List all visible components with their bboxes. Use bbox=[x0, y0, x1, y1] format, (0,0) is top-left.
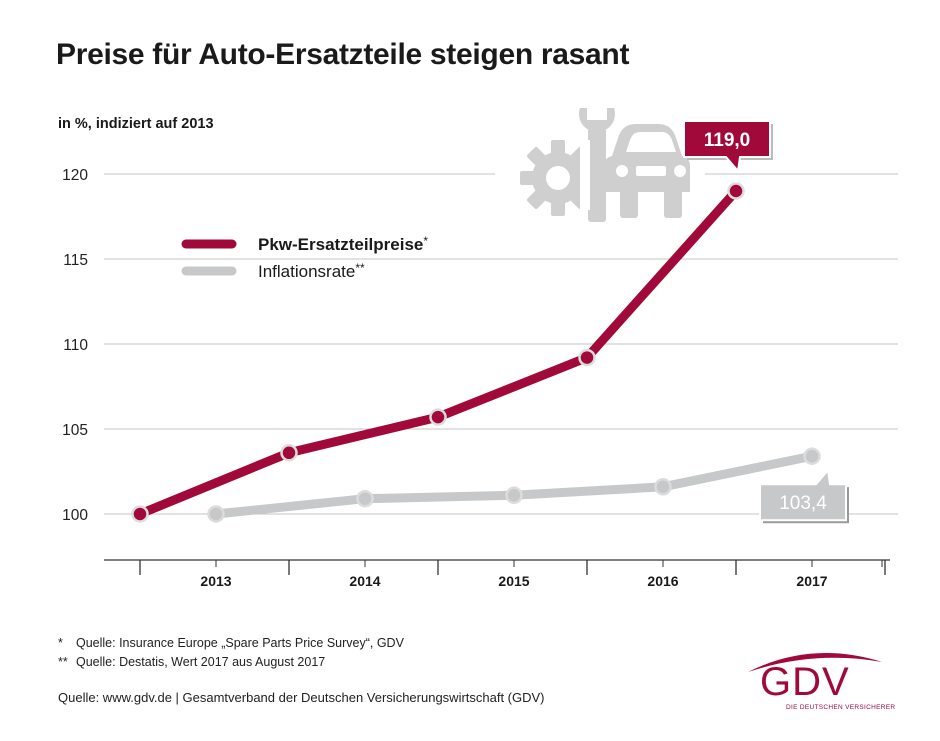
data-point bbox=[207, 505, 225, 523]
series-lines bbox=[131, 182, 821, 523]
footnote-2-marker: ** bbox=[58, 655, 68, 669]
footnote-1-marker: * bbox=[58, 636, 63, 650]
footnote-2-text: Quelle: Destatis, Wert 2017 aus August 2… bbox=[76, 655, 326, 669]
legend-label: Pkw-Ersatzteilpreise* bbox=[258, 234, 428, 254]
logo-text: GDV bbox=[760, 660, 850, 704]
x-tick-label: 2017 bbox=[796, 573, 827, 589]
data-point bbox=[131, 505, 149, 523]
gdv-logo: GDV DIE DEUTSCHEN VERSICHERER bbox=[742, 646, 902, 716]
footnote-1: * Quelle: Insurance Europe „Spare Parts P… bbox=[58, 636, 404, 650]
x-axis: 2013 2014 2015 2016 2017 bbox=[104, 559, 890, 589]
callout-box bbox=[759, 467, 847, 522]
series-line-2 bbox=[211, 451, 817, 519]
callouts: 119,0 103,4 bbox=[683, 120, 849, 524]
logo-arc bbox=[748, 653, 882, 672]
y-tick-label: 115 bbox=[63, 252, 88, 269]
gear-wrench-car-icon bbox=[520, 108, 690, 222]
x-tick-label: 2013 bbox=[200, 573, 231, 589]
footnote-2: ** Quelle: Destatis, Wert 2017 aus August… bbox=[58, 655, 325, 669]
callout-value: 119,0 bbox=[704, 130, 751, 151]
data-point bbox=[356, 489, 374, 508]
line-chart: 100 105 110 115 120 bbox=[62, 108, 898, 589]
y-tick-label: 110 bbox=[63, 337, 88, 354]
footnote-1-text: Quelle: Insurance Europe „Spare Parts Pr… bbox=[76, 636, 404, 650]
x-tick-label: 2015 bbox=[498, 573, 529, 589]
chart-subtitle: in %, indiziert auf 2013 bbox=[58, 116, 214, 132]
logo-subtext: DIE DEUTSCHEN VERSICHERER bbox=[786, 704, 896, 711]
y-axis-ticks: 100 105 110 115 120 bbox=[62, 167, 88, 524]
source-line: Quelle: www.gdv.de | Gesamtverband der D… bbox=[58, 690, 545, 705]
data-point bbox=[803, 447, 821, 465]
data-point bbox=[280, 444, 298, 462]
data-point bbox=[578, 348, 596, 367]
data-point bbox=[727, 182, 745, 200]
callout-value: 103,4 bbox=[779, 493, 827, 514]
data-point bbox=[654, 478, 672, 496]
chart-title: Preise für Auto-Ersatzteile steigen rasa… bbox=[56, 38, 630, 71]
y-tick-label: 100 bbox=[62, 507, 88, 524]
y-tick-label: 105 bbox=[62, 422, 88, 439]
legend: Pkw-Ersatzteilpreise* Inflationsrate** bbox=[181, 234, 428, 281]
data-point bbox=[429, 408, 447, 426]
data-point bbox=[505, 486, 523, 505]
legend-label: Inflationsrate** bbox=[258, 261, 365, 281]
series-line-1 bbox=[135, 186, 741, 519]
y-tick-label: 120 bbox=[62, 167, 88, 184]
x-tick-label: 2014 bbox=[349, 573, 380, 589]
callout-box bbox=[683, 120, 771, 174]
x-tick-label: 2016 bbox=[647, 573, 678, 589]
